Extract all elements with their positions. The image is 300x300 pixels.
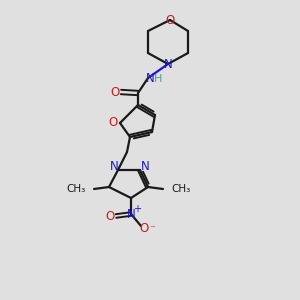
Text: +: + — [133, 204, 141, 214]
Text: N: N — [127, 208, 135, 220]
Text: O: O — [140, 221, 148, 235]
Text: ⁻: ⁻ — [149, 224, 155, 234]
Text: N: N — [146, 71, 154, 85]
Text: CH₃: CH₃ — [171, 184, 190, 194]
Text: O: O — [110, 85, 120, 98]
Text: N: N — [164, 58, 172, 70]
Text: N: N — [110, 160, 118, 172]
Text: O: O — [105, 209, 115, 223]
Text: CH₃: CH₃ — [67, 184, 86, 194]
Text: N: N — [141, 160, 149, 172]
Text: H: H — [154, 74, 162, 84]
Text: O: O — [108, 116, 118, 130]
Text: O: O — [165, 14, 175, 26]
